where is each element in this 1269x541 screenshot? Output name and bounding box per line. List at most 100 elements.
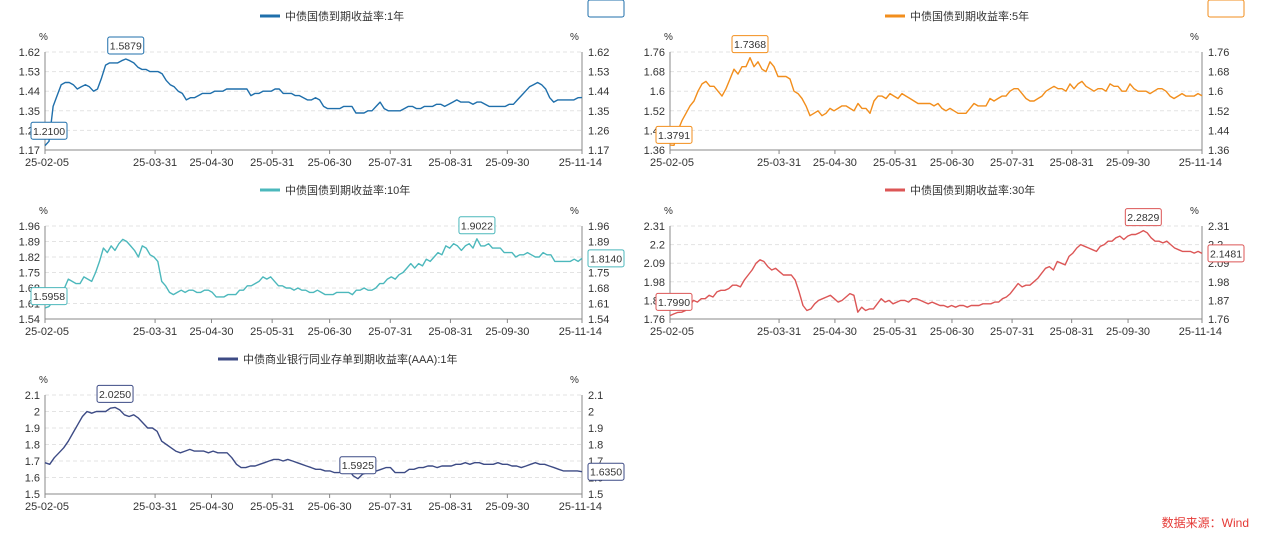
y-tick-right: 1.44 (1208, 125, 1229, 137)
x-tick-label: 25-08-31 (1050, 157, 1094, 169)
y-tick-left: 1.35 (19, 106, 40, 118)
x-tick-label: 25-02-05 (25, 326, 69, 338)
x-tick-label: 25-11-14 (559, 326, 602, 338)
y-tick-right: 1.26 (588, 125, 609, 137)
value-callout: 1.9022 (458, 216, 496, 235)
callout-label: 1.5925 (342, 460, 374, 472)
y-unit-right: % (570, 32, 579, 43)
callout-box (96, 384, 134, 403)
y-tick-right: 1.98 (1208, 277, 1229, 289)
value-callout: 2.0250 (96, 384, 134, 403)
y-tick-left: 1.5 (25, 489, 40, 501)
value-callout: 1.5925 (339, 456, 377, 475)
value-callout: 1.2100 (30, 121, 68, 140)
y-unit-left: % (664, 32, 673, 43)
callout-box (30, 287, 68, 306)
chart-3: 中债国债到期收益率:10年% %1.54 1.541.61 1.611.68 1.681… (19, 183, 625, 338)
value-callout: 1.5879 (107, 36, 145, 55)
callout-box (655, 292, 693, 311)
callout-box (1124, 208, 1162, 227)
y-unit-left: % (39, 375, 48, 386)
y-tick-left: 2 (34, 407, 40, 419)
y-tick-left: 1.36 (644, 145, 665, 157)
x-tick-label: 25-04-30 (189, 157, 233, 169)
y-tick-left: 1.76 (644, 47, 665, 59)
legend-label: 中债国债到期收益率:10年 (285, 183, 410, 197)
callout-label: 1.5958 (33, 291, 65, 303)
callout-label: 1.3791 (658, 130, 690, 142)
x-tick-label: 25-02-05 (25, 157, 69, 169)
callout-label: 1.4104 (590, 0, 622, 3)
callout-box (587, 462, 625, 481)
x-tick-label: 25-07-31 (368, 326, 412, 338)
x-tick-label: 25-07-31 (368, 157, 412, 169)
value-callout: 1.3791 (655, 125, 693, 144)
y-tick-right: 1.17 (588, 145, 609, 157)
y-tick-right: 1.36 (1208, 145, 1229, 157)
callout-box (587, 0, 625, 18)
x-tick-label: 25-05-31 (873, 157, 917, 169)
y-tick-right: 1.68 (1208, 67, 1229, 79)
chart-4: 中债国债到期收益率:30年% %1.76 1.761.87 1.871.98 1.982… (644, 183, 1245, 338)
x-tick-label: 25-05-31 (250, 157, 294, 169)
y-tick-right: 1.87 (1208, 295, 1229, 307)
series-line (669, 229, 1203, 317)
y-unit-left: % (39, 32, 48, 43)
x-tick-label: 25-05-31 (873, 326, 917, 338)
callout-label: 1.2100 (33, 126, 65, 138)
y-tick-left: 1.44 (19, 86, 40, 98)
y-tick-left: 2.31 (644, 221, 665, 233)
y-tick-left: 1.75 (19, 268, 40, 280)
y-tick-right: 1.52 (1208, 106, 1229, 118)
callout-box (107, 36, 145, 55)
y-tick-left: 1.8 (25, 440, 40, 452)
callout-label: 1.5815 (1210, 0, 1242, 3)
y-tick-right: 1.53 (588, 67, 609, 79)
y-tick-right: 1.44 (588, 86, 609, 98)
value-callout: 1.7990 (655, 292, 693, 311)
callout-label: 2.2829 (1127, 212, 1159, 224)
y-tick-left: 1.9 (25, 423, 40, 435)
chart-5: 中债商业银行同业存单到期收益率(AAA):1年%%1.51.51.61.61.7… (25, 352, 625, 513)
y-tick-left: 2.2 (650, 240, 665, 252)
y-tick-right: 1.89 (588, 237, 609, 249)
value-callout: 2.1481 (1207, 244, 1245, 263)
callout-label: 1.7990 (658, 297, 690, 309)
chart-2: 中债国债到期收益率:5年% %1.36 1.361.44 1.441.52 1.521.… (644, 0, 1245, 169)
y-tick-left: 1.6 (25, 473, 40, 485)
y-unit-right: % (570, 375, 579, 386)
x-tick-label: 25-07-31 (368, 501, 412, 513)
y-tick-left: 2.1 (25, 390, 40, 402)
legend-label: 中债商业银行同业存单到期收益率(AAA):1年 (243, 352, 458, 366)
x-tick-label: 25-08-31 (428, 501, 472, 513)
x-tick-label: 25-03-31 (133, 157, 177, 169)
x-tick-label: 25-04-30 (189, 326, 233, 338)
y-tick-left: 1.68 (644, 67, 665, 79)
x-tick-label: 25-11-14 (1179, 157, 1222, 169)
y-tick-right: 1.6 (1208, 86, 1223, 98)
callout-label: 1.9022 (461, 220, 493, 232)
y-tick-right: 1.35 (588, 106, 609, 118)
x-tick-label: 25-02-05 (650, 326, 694, 338)
callout-box (1207, 0, 1245, 18)
value-callout: 1.4104 (587, 0, 625, 18)
y-tick-right: 1.54 (588, 314, 609, 326)
series-line (44, 406, 583, 480)
x-tick-label: 25-06-30 (308, 157, 352, 169)
legend: 中债国债到期收益率:1年 (260, 9, 404, 23)
callout-label: 1.7368 (734, 39, 766, 51)
value-callout: 1.7368 (731, 35, 769, 54)
x-tick-label: 25-11-14 (559, 501, 602, 513)
y-tick-right: 1.9 (588, 423, 603, 435)
y-tick-right: 2.1 (588, 390, 603, 402)
series-line (44, 58, 583, 147)
legend-label: 中债国债到期收益率:5年 (910, 9, 1029, 23)
x-tick-label: 25-03-31 (757, 326, 801, 338)
x-tick-label: 25-03-31 (133, 501, 177, 513)
value-callout: 2.2829 (1124, 208, 1162, 227)
x-tick-label: 25-05-31 (250, 326, 294, 338)
y-unit-left: % (39, 206, 48, 217)
y-unit-right: % (1190, 32, 1199, 43)
x-tick-label: 25-09-30 (1106, 157, 1150, 169)
y-unit-left: % (664, 206, 673, 217)
